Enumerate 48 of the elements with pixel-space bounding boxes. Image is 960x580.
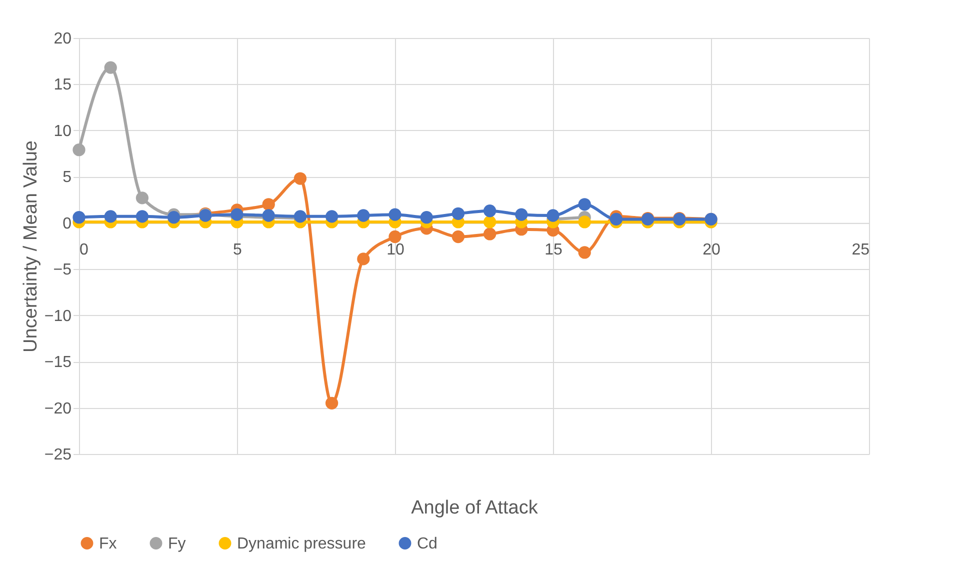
legend-label: Cd xyxy=(417,535,438,552)
point xyxy=(262,198,275,211)
y-tick-label: −10 xyxy=(44,308,72,325)
legend-label: Fx xyxy=(99,535,117,552)
point xyxy=(357,252,370,266)
legend-label: Dynamic pressure xyxy=(237,535,366,552)
point xyxy=(357,209,370,222)
x-tick-label: 25 xyxy=(852,241,870,258)
x-tick-label: 0 xyxy=(80,241,88,258)
y-tick-label: 5 xyxy=(62,169,72,186)
point xyxy=(325,396,338,410)
y-tick-label: 20 xyxy=(54,30,72,48)
point xyxy=(483,216,496,228)
point xyxy=(452,230,465,244)
point xyxy=(294,172,307,185)
point xyxy=(72,211,86,224)
x-axis-title: Angle of Attack xyxy=(411,498,538,518)
point xyxy=(578,198,591,211)
y-tick-label: −5 xyxy=(53,262,72,279)
point xyxy=(136,192,149,204)
x-tick-label: 5 xyxy=(233,241,242,258)
point xyxy=(578,246,591,259)
x-tick-label: 20 xyxy=(702,241,720,258)
point xyxy=(610,212,623,226)
x-tick-label: 15 xyxy=(544,241,562,258)
point xyxy=(483,204,496,218)
point xyxy=(136,210,149,223)
y-tick-label: 15 xyxy=(54,76,72,94)
x-tick-label: 10 xyxy=(386,241,404,258)
point xyxy=(546,209,560,222)
point xyxy=(325,210,338,223)
y-tick-label: −25 xyxy=(44,446,72,464)
point xyxy=(104,61,117,74)
y-tick-label: −15 xyxy=(44,354,72,372)
point xyxy=(515,208,528,221)
point xyxy=(483,228,496,240)
point xyxy=(420,211,433,224)
point xyxy=(72,144,86,156)
y-tick-label: −20 xyxy=(44,400,72,418)
y-axis-title: Uncertainty / Mean Value xyxy=(20,140,42,352)
point xyxy=(104,210,117,223)
point xyxy=(452,207,465,220)
y-tick-label: 10 xyxy=(54,122,72,140)
point xyxy=(578,216,591,228)
legend-label: Fy xyxy=(168,535,186,552)
y-tick-label: 0 xyxy=(62,215,72,232)
point xyxy=(388,208,402,221)
point xyxy=(388,230,402,244)
